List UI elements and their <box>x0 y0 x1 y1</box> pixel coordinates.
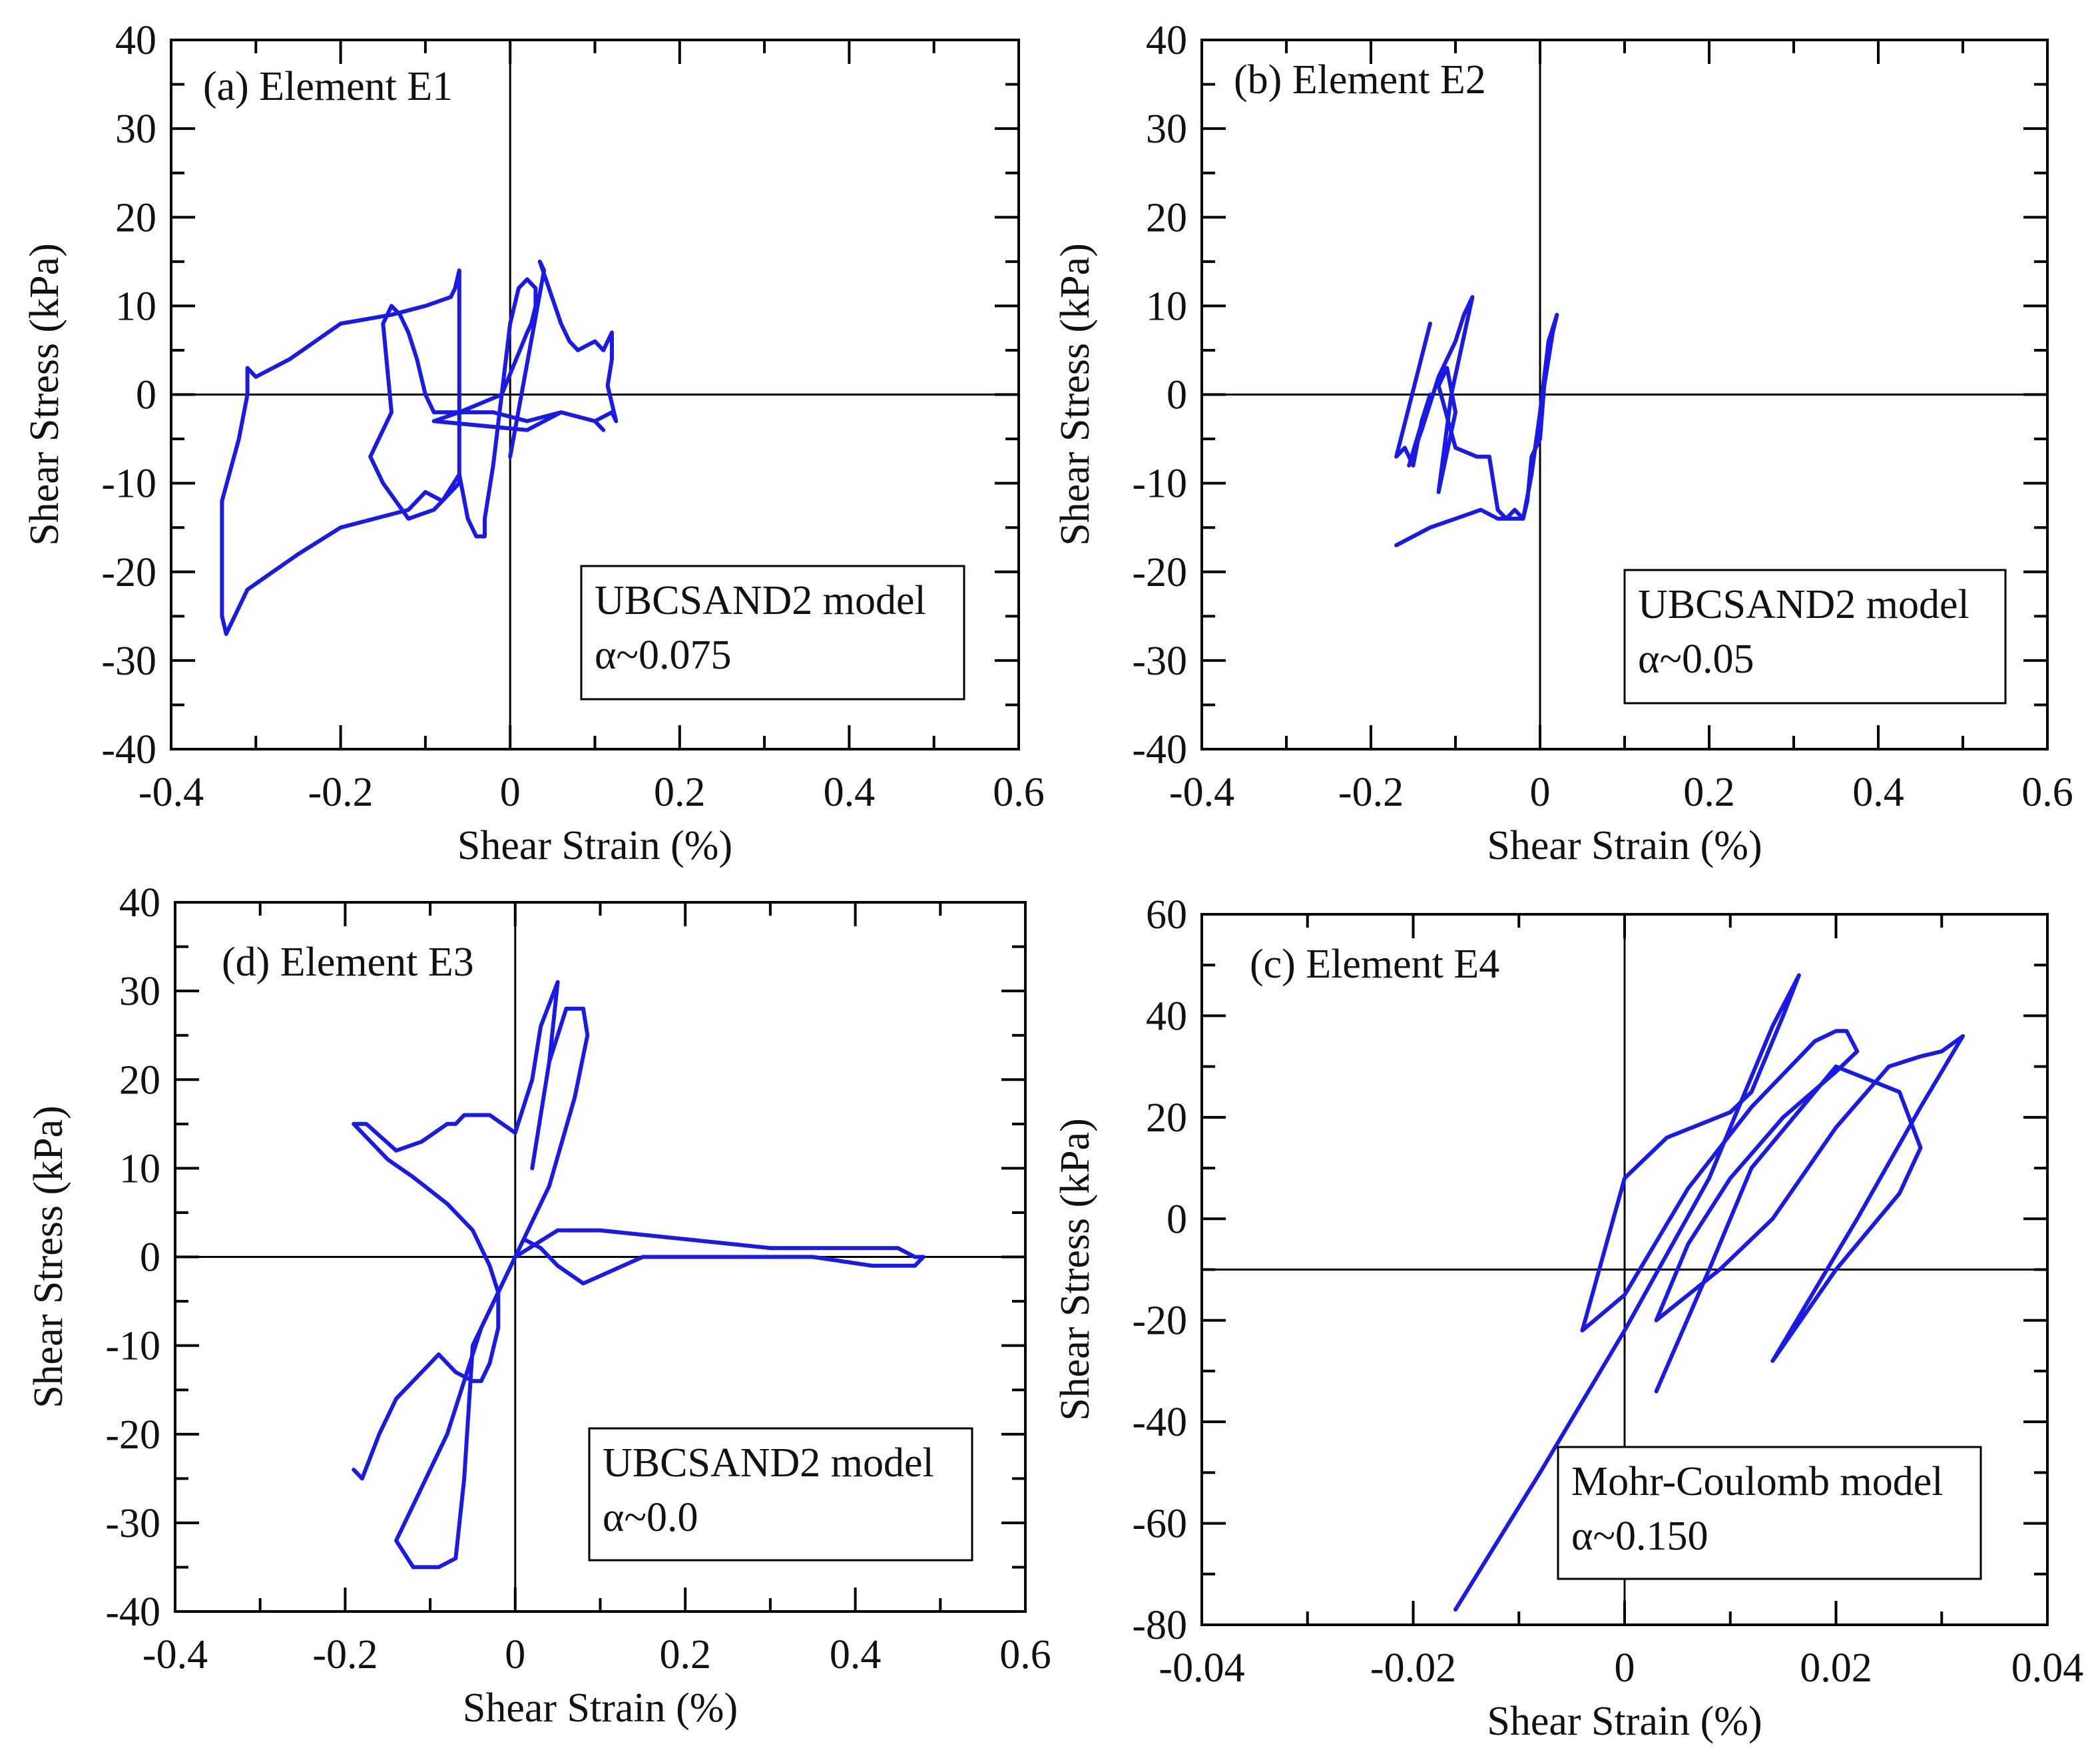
panel-a: -0.4 -0.2 0 0.2 0.4 0.6 -40 -30 -20 -10 0 10 20 30 40 (… <box>22 18 1045 868</box>
model-annotation-box <box>1557 1446 1982 1580</box>
x-tick-label: 0.4 <box>830 1632 882 1677</box>
x-axis-label: Shear Strain (%) <box>457 823 732 868</box>
y-tick-label: -10 <box>1132 461 1187 507</box>
x-tick-label: 0 <box>1530 770 1551 815</box>
y-tick-label: 40 <box>115 18 156 63</box>
alpha-value: α~0.0 <box>603 1495 698 1540</box>
series-stress-strain-loop <box>1453 973 1965 1612</box>
x-axis-label: Shear Strain (%) <box>1487 823 1762 868</box>
y-tick-label: 30 <box>115 107 156 152</box>
model-annotation-box <box>580 565 965 701</box>
y-tick-label: -20 <box>1132 550 1187 595</box>
x-axis-label: Shear Strain (%) <box>1487 1699 1762 1744</box>
y-tick-label: 60 <box>1146 892 1187 938</box>
y-tick-label: -30 <box>1132 639 1187 684</box>
y-axis-label: Shear Stress (kPa) <box>1053 1118 1098 1421</box>
panel-c: -0.04 -0.02 0 0.02 0.04 -80 -60 -40 -20 0 20 40 60 (c… <box>1053 892 2083 1744</box>
y-tick-label: -20 <box>105 1412 160 1458</box>
y-tick-label: 20 <box>1146 1095 1187 1141</box>
y-tick-label: -40 <box>101 727 156 772</box>
model-name: Mohr-Coulomb model <box>1571 1459 1943 1504</box>
x-tick-label: 0 <box>500 770 521 815</box>
panel-d: -0.4 -0.2 0 0.2 0.4 0.6 -40 -30 -20 -10 0 10 20 30 40 (… <box>26 880 1051 1731</box>
model-annotation-box <box>1623 569 2007 705</box>
y-tick-label: 0 <box>1167 1197 1187 1242</box>
x-tick-label: 0.04 <box>2011 1645 2084 1691</box>
alpha-value: α~0.075 <box>595 633 732 678</box>
y-tick-label: 20 <box>119 1057 160 1103</box>
x-tick-label: -0.02 <box>1370 1645 1456 1691</box>
y-tick-label: -20 <box>1132 1299 1187 1344</box>
alpha-value: α~0.05 <box>1638 637 1754 682</box>
x-tick-label: 0 <box>1615 1645 1635 1691</box>
y-tick-label: 0 <box>140 1235 160 1281</box>
y-axis-label: Shear Stress (kPa) <box>26 1105 71 1408</box>
y-tick-label: 10 <box>119 1146 160 1191</box>
panel-b: -0.4 -0.2 0 0.2 0.4 0.6 -40 -30 -20 -10 0 10 20 30 40 (… <box>1053 18 2073 868</box>
panel-title: (c) Element E4 <box>1250 942 1499 987</box>
y-tick-label: 20 <box>115 195 156 240</box>
series-stress-strain-loop <box>352 980 925 1570</box>
y-axis-label: Shear Stress (kPa) <box>22 243 67 546</box>
model-name: UBCSAND2 model <box>595 578 926 623</box>
x-tick-label: -0.2 <box>1338 770 1404 815</box>
y-tick-label: 0 <box>136 373 156 418</box>
y-tick-label: 20 <box>1146 195 1187 240</box>
y-tick-label: -60 <box>1132 1502 1187 1547</box>
panel-title: (d) Element E3 <box>222 940 474 985</box>
x-tick-label: 0.6 <box>2021 770 2073 815</box>
x-tick-label: -0.04 <box>1159 1645 1244 1691</box>
x-tick-label: -0.4 <box>1169 770 1234 815</box>
x-tick-label: 0.2 <box>1683 770 1735 815</box>
y-tick-label: -20 <box>101 550 156 595</box>
y-axis-label: Shear Stress (kPa) <box>1053 243 1098 546</box>
panel-title: (b) Element E2 <box>1234 57 1486 103</box>
y-tick-label: -10 <box>101 461 156 507</box>
model-name: UBCSAND2 model <box>1638 582 1969 627</box>
series-stress-strain-loop <box>1394 295 1559 547</box>
x-axis-label: Shear Strain (%) <box>463 1685 738 1731</box>
x-tick-label: -0.4 <box>142 1632 208 1677</box>
y-tick-label: -10 <box>105 1324 160 1369</box>
x-tick-label: -0.4 <box>138 770 204 815</box>
x-tick-label: -0.2 <box>312 1632 378 1677</box>
panel-title: (a) Element E1 <box>203 64 453 109</box>
model-annotation-box <box>588 1427 973 1562</box>
x-tick-label: 0.02 <box>1800 1645 1872 1691</box>
x-tick-label: 0.6 <box>993 770 1045 815</box>
y-tick-label: 30 <box>119 969 160 1014</box>
y-tick-label: -30 <box>101 639 156 684</box>
y-tick-label: 10 <box>115 284 156 329</box>
series-stress-strain-loop <box>220 259 619 636</box>
y-tick-label: -40 <box>1132 1400 1187 1445</box>
x-tick-label: 0.2 <box>659 1632 711 1677</box>
y-tick-label: 0 <box>1167 373 1187 418</box>
y-tick-label: 10 <box>1146 284 1187 329</box>
y-tick-label: 40 <box>1146 994 1187 1039</box>
x-tick-label: 0.4 <box>824 770 876 815</box>
x-tick-label: 0.4 <box>1852 770 1904 815</box>
y-tick-label: -40 <box>1132 727 1187 772</box>
y-tick-label: -80 <box>1132 1603 1187 1648</box>
x-tick-label: 0.6 <box>999 1632 1051 1677</box>
y-tick-label: -30 <box>105 1501 160 1546</box>
x-tick-label: -0.2 <box>308 770 374 815</box>
y-tick-label: 40 <box>1146 18 1187 63</box>
y-tick-label: -40 <box>105 1590 160 1635</box>
y-tick-label: 40 <box>119 880 160 926</box>
x-tick-label: 0 <box>505 1632 525 1677</box>
y-tick-label: 30 <box>1146 107 1187 152</box>
alpha-value: α~0.150 <box>1571 1514 1708 1559</box>
model-name: UBCSAND2 model <box>603 1440 934 1486</box>
x-tick-label: 0.2 <box>654 770 706 815</box>
